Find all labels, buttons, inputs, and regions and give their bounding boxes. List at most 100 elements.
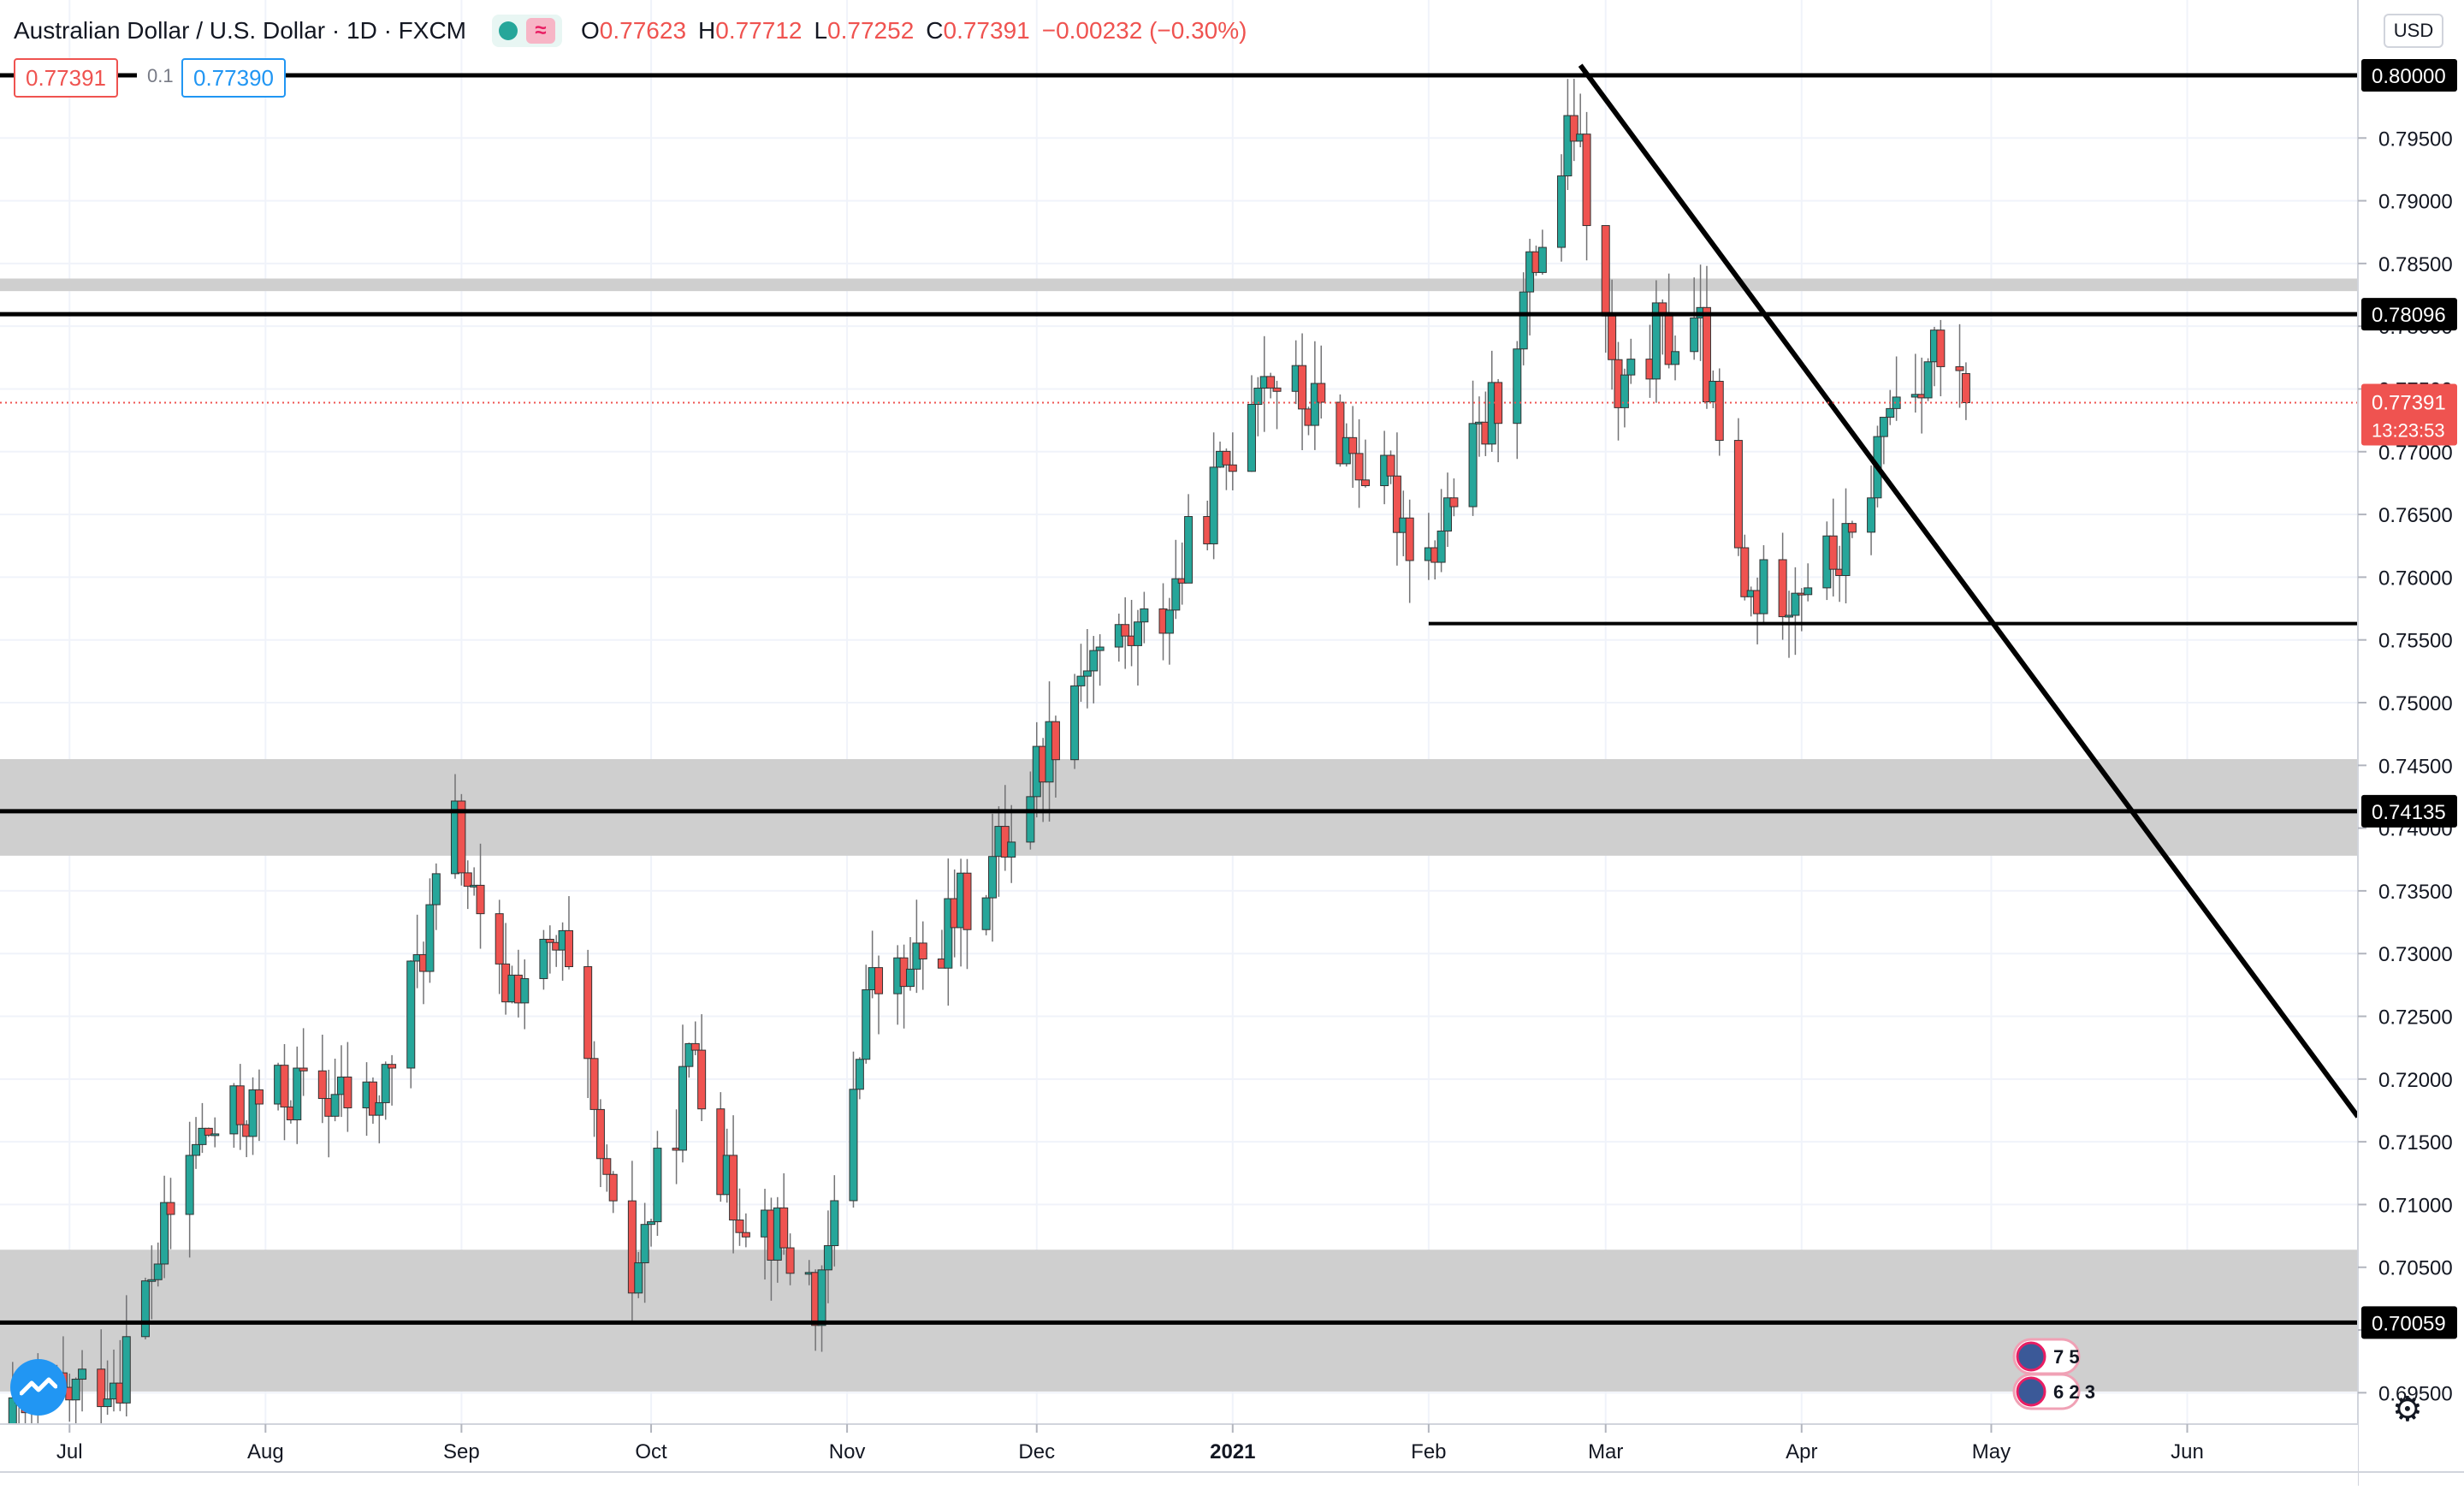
candle-body (1436, 531, 1446, 563)
candle-body (166, 1202, 175, 1215)
candle (254, 1069, 264, 1142)
candle (1298, 333, 1307, 451)
candle (830, 1175, 839, 1267)
currency-button[interactable]: USD (2384, 14, 2443, 48)
candle (121, 1295, 131, 1417)
x-tick-label: Jul (56, 1440, 83, 1463)
event-badge[interactable]: 6 2 3 (2012, 1373, 2095, 1410)
candle-body (1310, 383, 1319, 426)
candle (849, 1051, 858, 1208)
candle-body (583, 966, 593, 1060)
candle (1171, 539, 1181, 620)
candle-body (375, 1101, 384, 1116)
candle (981, 894, 991, 935)
x-tick-label: Apr (1786, 1440, 1817, 1463)
candle-body (697, 1049, 707, 1110)
candle (583, 949, 593, 1098)
candle (463, 860, 472, 910)
candle (678, 1024, 687, 1163)
candle (1702, 265, 1711, 409)
sell-price-button[interactable]: 0.77391 (14, 58, 118, 98)
buy-price-button[interactable]: 0.77390 (181, 58, 286, 98)
candle (564, 896, 573, 970)
candle-body (1791, 592, 1800, 616)
candle (1582, 111, 1591, 261)
candle (248, 1077, 258, 1155)
candle-body (1443, 497, 1453, 532)
candle-body (299, 1067, 308, 1071)
candle-body (1658, 302, 1667, 313)
candle (944, 858, 953, 1006)
level-price-badge (2361, 1306, 2457, 1339)
candle (1386, 450, 1395, 484)
ohlc-key: O (581, 17, 600, 44)
candle-body (627, 1200, 637, 1294)
candle (140, 1277, 150, 1340)
candle (425, 878, 435, 983)
x-tick-label: Sep (443, 1440, 480, 1463)
candle (1405, 499, 1414, 603)
candle (779, 1172, 789, 1256)
candle-body (1892, 396, 1901, 409)
candle-body (160, 1202, 169, 1265)
candle-body (1051, 721, 1060, 761)
tradingview-logo-icon[interactable] (10, 1359, 67, 1416)
candle-body (343, 1076, 352, 1108)
candle (640, 1202, 649, 1303)
candle (198, 1102, 207, 1154)
candle (1519, 272, 1528, 365)
candle (388, 1054, 397, 1106)
candle (1557, 154, 1567, 262)
y-tick-label: 0.79000 (2378, 191, 2453, 214)
candle-body (849, 1089, 858, 1202)
candle (1392, 432, 1401, 566)
candle-body (1651, 302, 1661, 380)
candle (299, 1028, 308, 1096)
gear-icon[interactable]: ⚙ (2392, 1391, 2423, 1428)
candle-body (381, 1064, 390, 1103)
symbol-title[interactable]: Australian Dollar / U.S. Dollar · 1D · F… (14, 17, 467, 44)
level-price-label: 0.74135 (2372, 801, 2446, 824)
level-price-label: 0.78096 (2372, 304, 2446, 327)
zone-rect (0, 758, 2358, 856)
candle (874, 955, 884, 1035)
candle-body (653, 1148, 662, 1223)
candle (647, 1219, 656, 1247)
candle-body (1317, 383, 1326, 403)
candle-body (1828, 535, 1838, 570)
candle-body (1740, 547, 1750, 597)
candle-body (317, 1070, 327, 1100)
candle-body (874, 967, 884, 994)
candle (1847, 520, 1857, 538)
candle (862, 965, 871, 1064)
flag-icon (2016, 1341, 2046, 1372)
candle-body (1923, 361, 1933, 399)
candle (185, 1121, 194, 1258)
candle-body (1557, 175, 1567, 248)
event-badge[interactable]: 7 5 (2012, 1338, 2081, 1375)
candle (817, 1265, 826, 1352)
candle (1733, 418, 1743, 556)
candle (1879, 417, 1888, 465)
sell-price: 0.77391 (26, 65, 106, 91)
countdown-label: 13:23:53 (2372, 419, 2445, 441)
candle-body (1392, 475, 1401, 533)
candle (166, 1178, 175, 1250)
candle-body (1266, 376, 1276, 389)
candle-body (1070, 685, 1080, 761)
candle (1651, 280, 1661, 403)
candle (1626, 338, 1636, 384)
candle (210, 1117, 220, 1148)
candle (1121, 597, 1130, 669)
market-status[interactable]: ≈ (492, 15, 563, 47)
candle-body (1519, 291, 1528, 350)
candle (1841, 488, 1851, 603)
candle-body (729, 1155, 738, 1221)
ohlc-values: O0.77623 H0.77712 L0.77252 C0.77391 −0.00232… (581, 17, 1259, 45)
y-tick-label: 0.75000 (2378, 692, 2453, 715)
candle-body (330, 1094, 340, 1117)
candle (1272, 380, 1282, 430)
candle (1133, 609, 1142, 686)
